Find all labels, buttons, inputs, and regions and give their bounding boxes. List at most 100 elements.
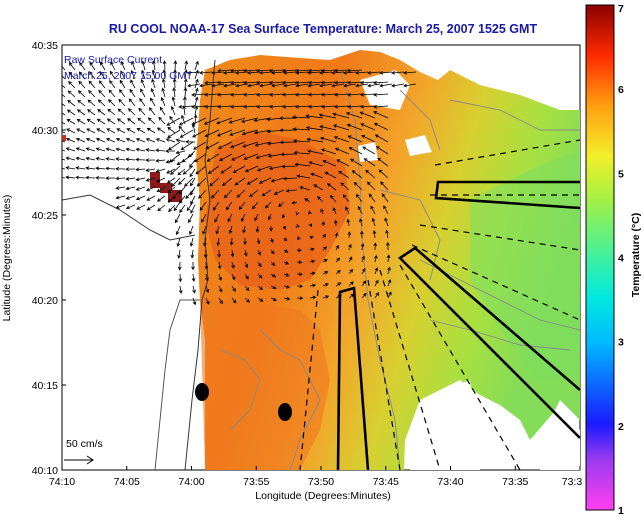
colorbar (585, 4, 615, 511)
current-vector (309, 271, 316, 276)
current-vector (204, 92, 220, 97)
current-vector (106, 118, 116, 125)
current-vector (78, 80, 86, 89)
current-vector (96, 128, 106, 134)
current-vector (273, 189, 285, 195)
current-vector (324, 171, 337, 179)
current-vector (192, 285, 196, 294)
current-vector (177, 168, 186, 176)
current-vector (307, 83, 321, 88)
current-vector (335, 269, 341, 275)
current-vector (207, 165, 220, 174)
colorbar-ticks: 7 6 5 4 3 2 1 (618, 3, 624, 517)
current-vector (67, 90, 76, 98)
current-vector (145, 177, 156, 182)
current-vector (282, 80, 298, 85)
current-vector (256, 237, 261, 245)
current-vector (257, 261, 262, 268)
colorbar-tick-label: 7 (618, 3, 624, 15)
current-vector (295, 224, 300, 228)
current-vector (150, 97, 156, 107)
current-vector (95, 147, 106, 152)
current-vector (360, 80, 376, 85)
current-vector (68, 80, 76, 89)
current-vector (269, 225, 273, 232)
current-vector (62, 177, 66, 179)
current-vector (366, 181, 376, 191)
current-vector (342, 194, 350, 203)
x-tick-label: 73:50 (308, 476, 334, 488)
current-vector (191, 92, 207, 97)
current-vector (205, 285, 210, 294)
current-vector (217, 92, 233, 97)
current-vector (189, 237, 194, 247)
transect-box-north (434, 180, 581, 210)
current-vector (322, 258, 328, 263)
current-vector (209, 177, 220, 187)
current-vector (235, 83, 249, 88)
current-vector (278, 201, 285, 207)
current-vector (202, 225, 207, 235)
current-vector (182, 165, 194, 175)
current-vector (269, 92, 285, 97)
current-vector (135, 186, 146, 191)
current-vector (75, 147, 86, 152)
current-vector (243, 80, 259, 85)
colorbar-tick-label: 3 (618, 337, 624, 349)
current-vector (257, 273, 263, 279)
current-vector (120, 70, 126, 80)
current-vector (282, 92, 298, 97)
current-vector (294, 162, 311, 167)
y-tick-label: 40:10 (32, 465, 58, 477)
current-vector (247, 83, 261, 88)
current-vector (177, 249, 181, 259)
colorbar-tick-label: 4 (618, 253, 624, 265)
current-vector (211, 83, 225, 88)
current-vector (293, 150, 311, 155)
current-vector (346, 123, 363, 131)
current-vector (96, 118, 106, 125)
current-vector (165, 138, 176, 143)
current-vector (105, 137, 116, 143)
current-vector (89, 71, 96, 80)
current-vector (270, 249, 275, 255)
current-vector (232, 165, 246, 173)
current-vector (88, 80, 96, 89)
current-vector (109, 70, 116, 80)
current-vector (156, 186, 166, 192)
current-vector (65, 147, 76, 152)
current-vector (227, 213, 233, 223)
current-vector (62, 121, 66, 125)
current-vector (235, 70, 249, 75)
current-vector (171, 177, 181, 188)
current-vector (128, 98, 136, 107)
hot-pixel (62, 135, 66, 141)
current-vector (218, 273, 222, 282)
current-vector (296, 296, 304, 301)
current-vector (322, 271, 329, 275)
current-vector (180, 141, 194, 151)
current-vector (151, 78, 156, 89)
current-vector (259, 70, 273, 75)
current-vector (335, 282, 342, 287)
current-vector (223, 83, 237, 88)
current-vector (191, 123, 196, 134)
current-vector (194, 153, 207, 163)
current-vector (343, 83, 357, 88)
current-vector (243, 249, 248, 257)
current-vector (145, 158, 156, 163)
current-vector (308, 104, 324, 109)
current-vector (350, 158, 363, 167)
current-vector (319, 70, 333, 75)
current-vector (165, 149, 176, 153)
current-vector (178, 104, 194, 109)
current-vector (127, 108, 136, 116)
current-vector (307, 149, 324, 155)
current-vector (296, 236, 301, 240)
current-vector (218, 285, 223, 293)
current-vector (379, 70, 393, 75)
current-vector (62, 140, 66, 143)
current-vector (230, 141, 246, 149)
x-axis-label: Longitude (Degrees:Minutes) (255, 490, 390, 502)
current-vector (176, 159, 186, 165)
